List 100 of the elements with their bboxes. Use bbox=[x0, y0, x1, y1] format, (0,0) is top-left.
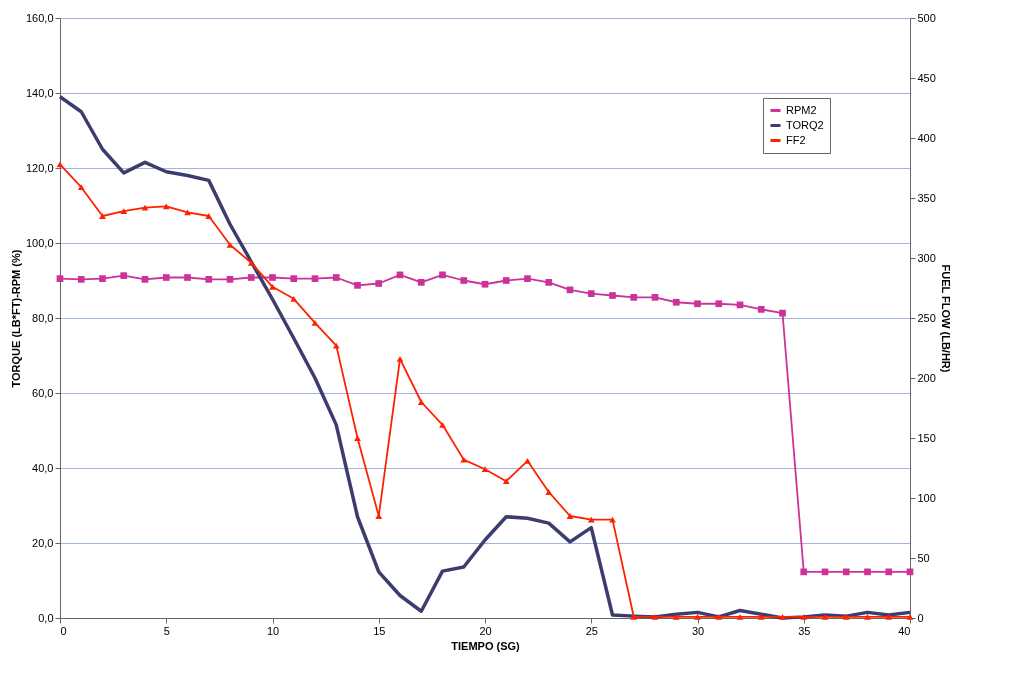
point bbox=[545, 279, 553, 286]
y2-tick-label: 300 bbox=[917, 251, 936, 264]
y-axis-title: TORQUE (LB*FT)-RPM (%) bbox=[9, 249, 22, 388]
point bbox=[842, 568, 850, 576]
point bbox=[56, 275, 64, 282]
point bbox=[226, 241, 234, 248]
x-tick-label: 40 bbox=[898, 624, 911, 637]
y-tick-label: 80,0 bbox=[32, 311, 54, 324]
point bbox=[566, 513, 574, 519]
point bbox=[651, 613, 659, 620]
point bbox=[375, 513, 383, 519]
point bbox=[502, 277, 510, 284]
point bbox=[481, 280, 489, 288]
point bbox=[311, 275, 319, 282]
point bbox=[864, 568, 871, 576]
point bbox=[885, 613, 893, 620]
point bbox=[290, 295, 298, 302]
point bbox=[99, 275, 106, 282]
point bbox=[77, 184, 85, 191]
point bbox=[524, 457, 531, 464]
y-tick-label: 60,0 bbox=[32, 386, 54, 399]
point bbox=[609, 292, 616, 299]
point bbox=[757, 306, 765, 313]
y2-axis-title: FUEL FLOW (LB/HR) bbox=[939, 264, 952, 373]
point bbox=[141, 276, 149, 283]
point bbox=[524, 275, 531, 282]
point bbox=[609, 516, 616, 523]
point bbox=[417, 279, 425, 286]
x-tick-label: 10 bbox=[266, 624, 280, 637]
point bbox=[205, 213, 213, 219]
point bbox=[269, 274, 276, 281]
point bbox=[587, 290, 595, 297]
point bbox=[545, 489, 553, 495]
point bbox=[672, 298, 680, 306]
point bbox=[885, 568, 893, 576]
point bbox=[779, 613, 786, 620]
point bbox=[375, 280, 383, 287]
point bbox=[821, 613, 829, 620]
y2-tick-label: 250 bbox=[917, 311, 936, 324]
y2-tick-label: 350 bbox=[917, 191, 936, 204]
x-tick-label: 30 bbox=[691, 624, 705, 637]
point bbox=[651, 294, 659, 301]
x-tick-label: 25 bbox=[585, 624, 598, 637]
point bbox=[77, 276, 85, 283]
point bbox=[120, 272, 128, 279]
point bbox=[864, 613, 871, 620]
y2-tick-label: 50 bbox=[917, 551, 930, 564]
point bbox=[247, 274, 255, 281]
legend-label: RPM2 bbox=[786, 103, 817, 116]
point bbox=[800, 568, 808, 576]
point bbox=[757, 613, 765, 620]
point bbox=[502, 478, 510, 485]
point bbox=[184, 209, 191, 216]
point bbox=[587, 516, 595, 523]
point bbox=[672, 613, 680, 620]
point bbox=[396, 355, 404, 362]
y-tick-label: 120,0 bbox=[25, 161, 54, 174]
point bbox=[630, 294, 638, 301]
point bbox=[354, 282, 361, 289]
y2-tick-label: 0 bbox=[917, 611, 924, 624]
y-tick-label: 100,0 bbox=[25, 236, 54, 249]
point bbox=[332, 342, 340, 349]
point bbox=[354, 435, 361, 441]
x-tick-label: 15 bbox=[373, 624, 386, 637]
point bbox=[715, 300, 723, 308]
point bbox=[269, 283, 276, 290]
y2-tick-label: 100 bbox=[917, 491, 936, 504]
x-tick-label: 20 bbox=[479, 624, 492, 637]
y-tick-label: 40,0 bbox=[32, 461, 54, 474]
point bbox=[481, 466, 489, 473]
x-tick-label: 0 bbox=[60, 624, 67, 637]
y-tick-label: 0,0 bbox=[38, 611, 54, 624]
point bbox=[99, 213, 106, 219]
point bbox=[800, 613, 808, 620]
point bbox=[694, 300, 701, 308]
point bbox=[736, 613, 744, 620]
point bbox=[842, 613, 850, 620]
point bbox=[247, 259, 255, 266]
point bbox=[630, 613, 638, 620]
point bbox=[715, 613, 723, 620]
point bbox=[162, 274, 170, 281]
point bbox=[460, 277, 468, 284]
point bbox=[120, 208, 128, 215]
x-axis-title: TIEMPO (SG) bbox=[451, 639, 521, 652]
y-tick-label: 20,0 bbox=[32, 536, 54, 549]
point bbox=[439, 271, 446, 279]
point bbox=[694, 613, 701, 620]
y2-tick-label: 400 bbox=[917, 131, 936, 144]
point bbox=[290, 275, 298, 282]
point bbox=[56, 161, 64, 168]
x-tick-label: 5 bbox=[163, 624, 170, 637]
legend-label: TORQ2 bbox=[786, 118, 824, 131]
point bbox=[226, 276, 234, 283]
x-tick-label: 35 bbox=[798, 624, 811, 637]
y2-tick-label: 150 bbox=[917, 431, 936, 444]
y2-tick-label: 450 bbox=[917, 71, 936, 84]
point bbox=[184, 274, 191, 281]
point bbox=[332, 274, 340, 281]
point bbox=[460, 456, 468, 463]
y-tick-label: 140,0 bbox=[25, 86, 54, 99]
